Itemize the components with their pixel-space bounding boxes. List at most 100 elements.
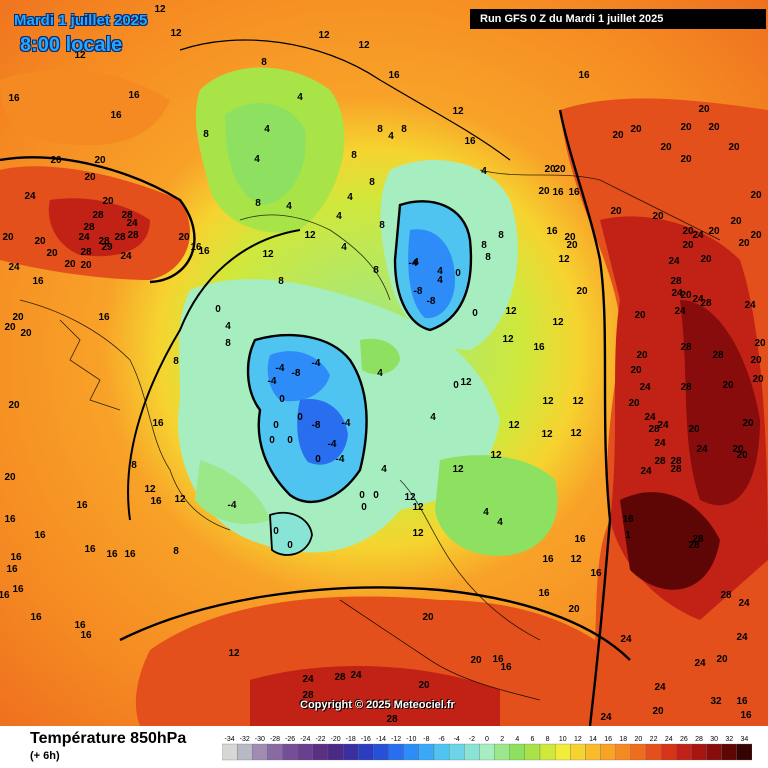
legend-tick-label: 32 <box>725 736 733 743</box>
isotherm-value-label: 24 <box>674 306 686 317</box>
isotherm-value-label: 16 <box>590 568 602 579</box>
isotherm-value-label: 20 <box>652 211 664 222</box>
isotherm-value-label: 20 <box>610 206 622 217</box>
isotherm-value-label: 20 <box>554 164 566 175</box>
isotherm-value-label: -4 <box>336 454 345 465</box>
isotherm-value-label: -4 <box>276 363 285 374</box>
isotherm-value-label: 24 <box>120 251 132 262</box>
isotherm-value-label: 8 <box>203 129 209 140</box>
legend-tick-label: -28 <box>270 736 280 743</box>
isotherm-value-label: 28 <box>720 590 732 601</box>
isotherm-value-label: 8 <box>498 230 504 241</box>
isotherm-value-label: 24 <box>736 632 748 643</box>
forecast-local-time: 8:00 locale <box>20 34 123 56</box>
isotherm-value-label: 8 <box>173 546 179 557</box>
isotherm-value-label: 4 <box>347 192 353 203</box>
legend-color-swatch <box>342 743 359 761</box>
isotherm-value-label: 4 <box>336 211 342 222</box>
isotherm-value-label: 24 <box>644 412 656 423</box>
isotherm-value-label: 16 <box>622 514 634 525</box>
isotherm-value-label: 12 <box>144 484 156 495</box>
isotherm-value-label: 16 <box>500 662 512 673</box>
isotherm-value-label: 0 <box>269 435 275 446</box>
legend-tick-label: 26 <box>680 736 688 743</box>
isotherm-value-label: -4 <box>328 439 337 450</box>
legend-color-swatch <box>373 743 389 761</box>
isotherm-value-label: 8 <box>485 252 491 263</box>
isotherm-value-label: 12 <box>262 249 274 260</box>
isotherm-value-label: 16 <box>124 549 136 560</box>
isotherm-value-label: 24 <box>671 288 683 299</box>
isotherm-value-label: 16 <box>106 549 118 560</box>
isotherm-value-label: 20 <box>636 350 648 361</box>
isotherm-value-label: 24 <box>692 230 704 241</box>
legend-tick-label: -4 <box>454 736 460 743</box>
isotherm-value-label: 20 <box>34 236 46 247</box>
isotherm-value-label: 28 <box>692 534 704 545</box>
isotherm-value-label: 24 <box>600 712 612 723</box>
forecast-step: (+ 6h) <box>30 750 60 762</box>
legend-color-swatch <box>236 743 253 761</box>
isotherm-value-label: 12 <box>460 377 472 388</box>
isotherm-value-label: 20 <box>84 172 96 183</box>
legend-color-swatch <box>433 743 450 761</box>
isotherm-value-label: 0 <box>287 540 293 551</box>
isotherm-value-label: -4 <box>409 258 418 269</box>
legend-color-swatch <box>464 743 480 761</box>
isotherm-value-label: 16 <box>74 620 86 631</box>
legend-tick-label: 2 <box>500 736 504 743</box>
temperature-fields <box>0 0 768 726</box>
isotherm-value-label: 20 <box>698 104 710 115</box>
isotherm-value-label: 12 <box>358 40 370 51</box>
isotherm-value-label: 12 <box>174 494 186 505</box>
isotherm-value-label: 24 <box>350 670 362 681</box>
legend-tick-label: 8 <box>546 736 550 743</box>
isotherm-value-label: 12 <box>452 464 464 475</box>
isotherm-value-label: 20 <box>630 365 642 376</box>
isotherm-value-label: 4 <box>437 266 443 277</box>
isotherm-value-label: 0 <box>453 380 459 391</box>
isotherm-value-label: 24 <box>302 674 314 685</box>
variable-title: Température 850hPa <box>30 730 187 747</box>
isotherm-value-label: -8 <box>427 296 436 307</box>
legend-color-swatch <box>479 743 495 761</box>
isotherm-value-label: 16 <box>542 554 554 565</box>
isotherm-value-label: 12 <box>452 106 464 117</box>
legend-color-swatch <box>494 743 510 761</box>
isotherm-value-label: -4 <box>312 358 321 369</box>
isotherm-value-label: 24 <box>639 382 651 393</box>
isotherm-value-label: 4 <box>377 368 383 379</box>
legend-color-swatch <box>524 743 541 761</box>
legend-tick-label: 12 <box>574 736 582 743</box>
isotherm-value-label: 12 <box>412 528 424 539</box>
legend-color-swatch <box>630 743 647 761</box>
isotherm-value-label: 28 <box>712 350 724 361</box>
isotherm-value-label: 28 <box>648 424 660 435</box>
isotherm-value-label: 16 <box>98 312 110 323</box>
isotherm-value-label: 20 <box>652 706 664 717</box>
isotherm-value-label: 4 <box>430 412 436 423</box>
isotherm-value-label: 28 <box>680 382 692 393</box>
isotherm-value-label: 20 <box>630 124 642 135</box>
isotherm-value-label: -4 <box>268 376 277 387</box>
legend-color-swatch <box>570 743 586 761</box>
legend-tick-label: -8 <box>423 736 429 743</box>
isotherm-value-label: 4 <box>341 242 347 253</box>
isotherm-value-label: 24 <box>692 294 704 305</box>
isotherm-value-label: 20 <box>680 122 692 133</box>
isotherm-value-label: 20 <box>20 328 32 339</box>
isotherm-value-label: 16 <box>76 500 88 511</box>
legend-tick-label: 20 <box>635 736 643 743</box>
isotherm-value-label: 28 <box>121 210 133 221</box>
isotherm-value-label: 12 <box>572 396 584 407</box>
isotherm-value-label: 8 <box>278 276 284 287</box>
legend-tick-label: -2 <box>469 736 475 743</box>
legend-tick-label: 4 <box>515 736 519 743</box>
isotherm-value-label: 20 <box>682 240 694 251</box>
isotherm-value-label: 16 <box>8 93 20 104</box>
isotherm-value-label: 20 <box>736 450 748 461</box>
legend-tick-label: -34 <box>225 736 235 743</box>
isotherm-value-label: 16 <box>80 630 92 641</box>
isotherm-value-label: 16 <box>128 90 140 101</box>
